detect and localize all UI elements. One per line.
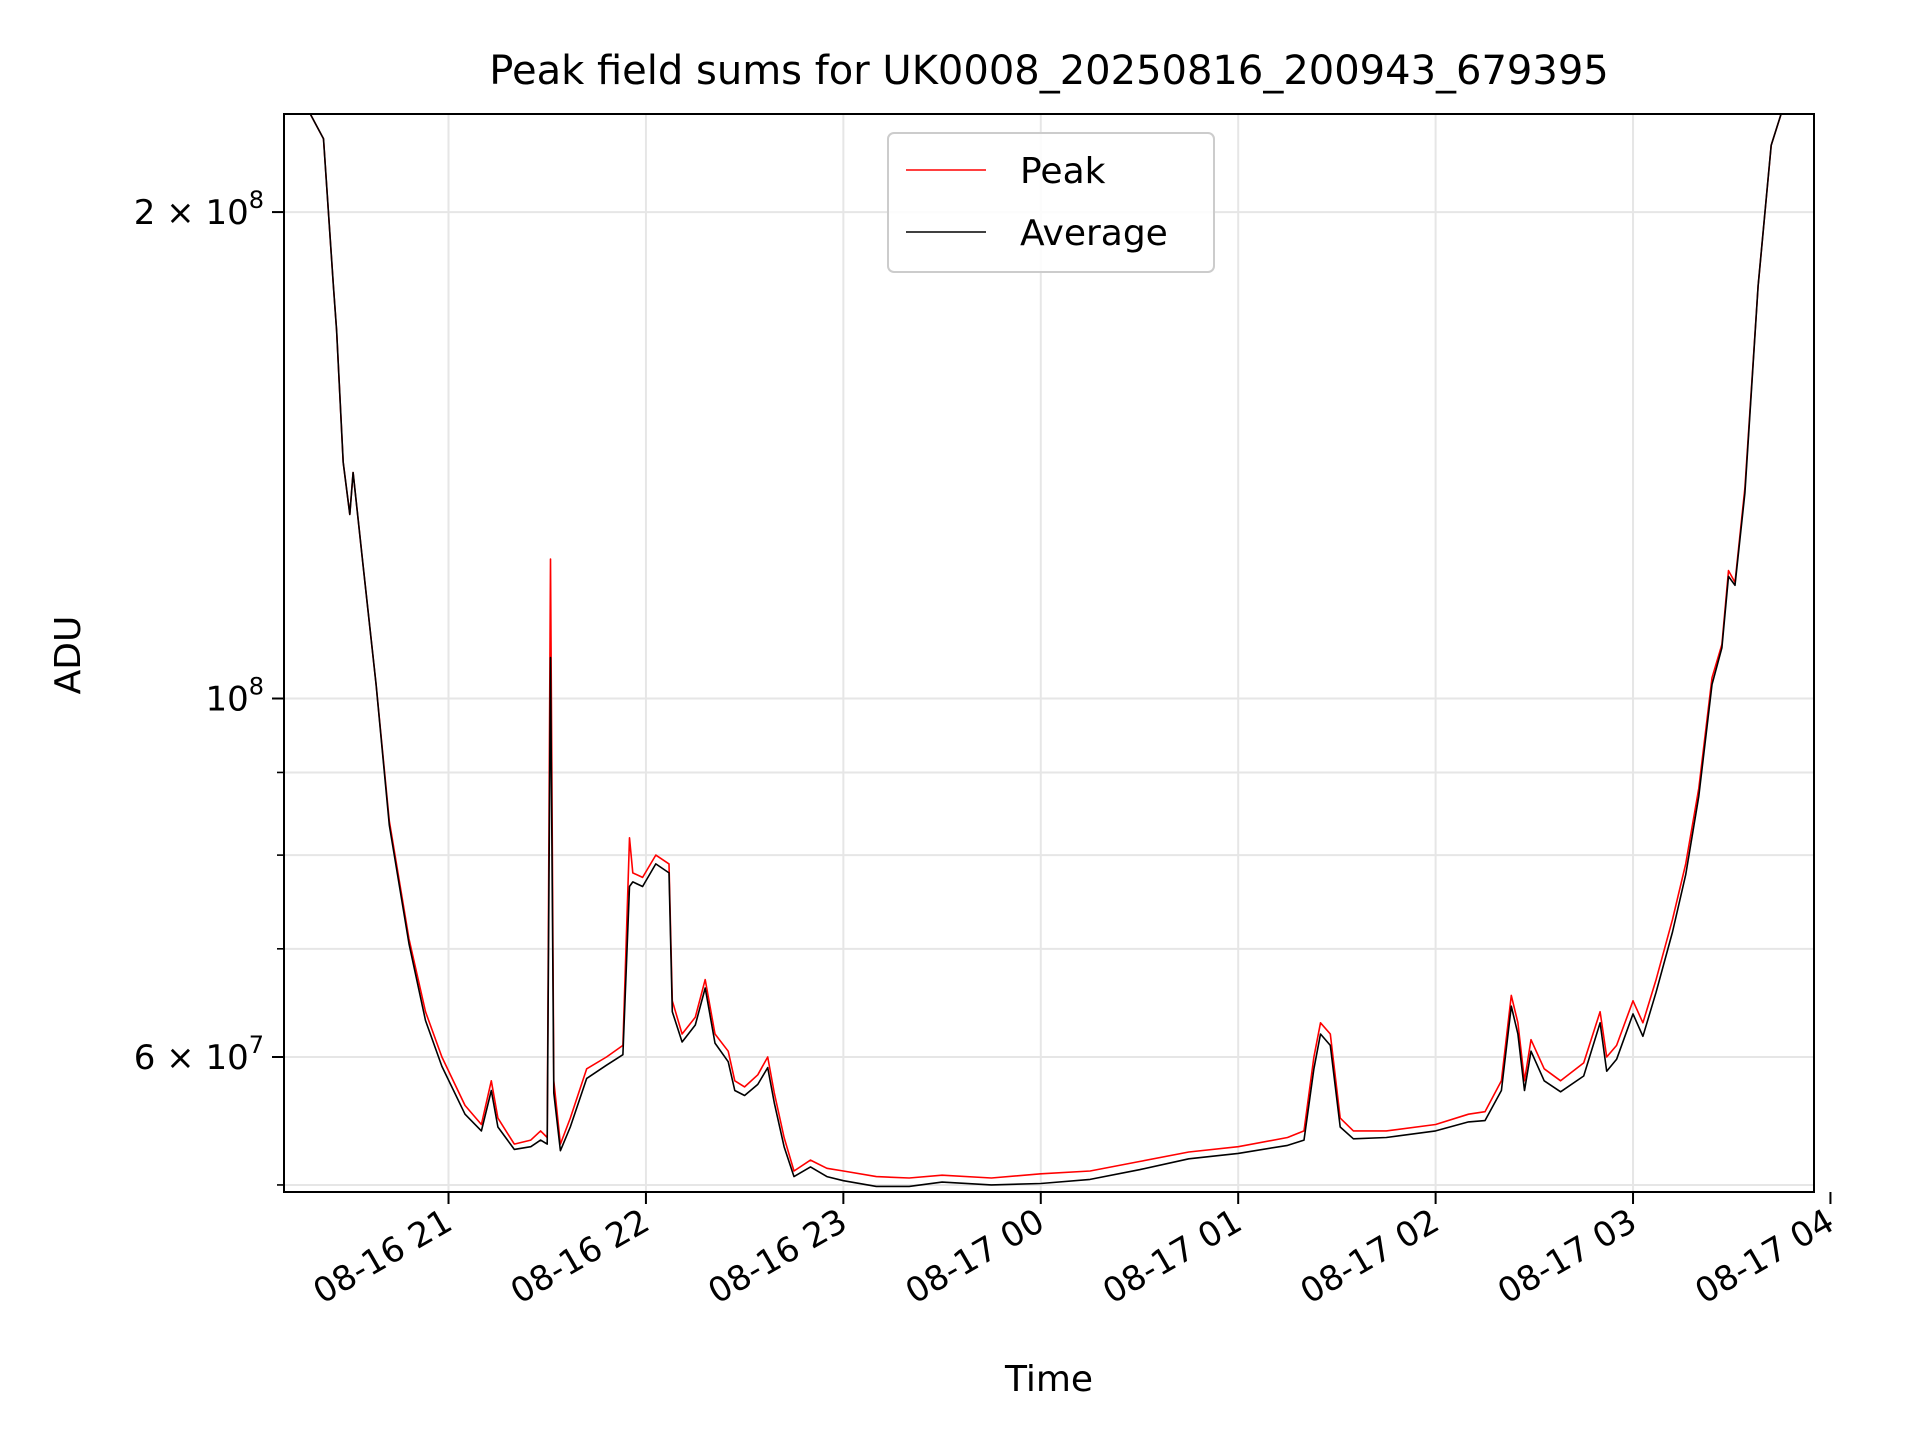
y-tick-label: 108 — [205, 673, 264, 720]
y-axis-ticks: 6 × 107 108 2 × 108 — [134, 186, 284, 1186]
y-tick-label: 6 × 107 — [134, 1031, 264, 1078]
legend-label-peak: Peak — [1020, 151, 1106, 192]
series-layer — [284, 114, 1814, 1188]
x-axis-label: Time — [1004, 1359, 1093, 1400]
chart-title: Peak field sums for UK0008_20250816_2009… — [489, 48, 1608, 94]
y-tick-label: 2 × 108 — [134, 186, 264, 233]
series-line-peak — [284, 114, 1814, 1179]
legend-box — [887, 132, 1215, 273]
series-line-average — [284, 114, 1814, 1188]
legend: Peak Average — [887, 132, 1215, 273]
y-axis-label: ADU — [48, 616, 89, 695]
legend-label-average: Average — [1020, 213, 1168, 254]
plot-frame — [283, 113, 1815, 1193]
